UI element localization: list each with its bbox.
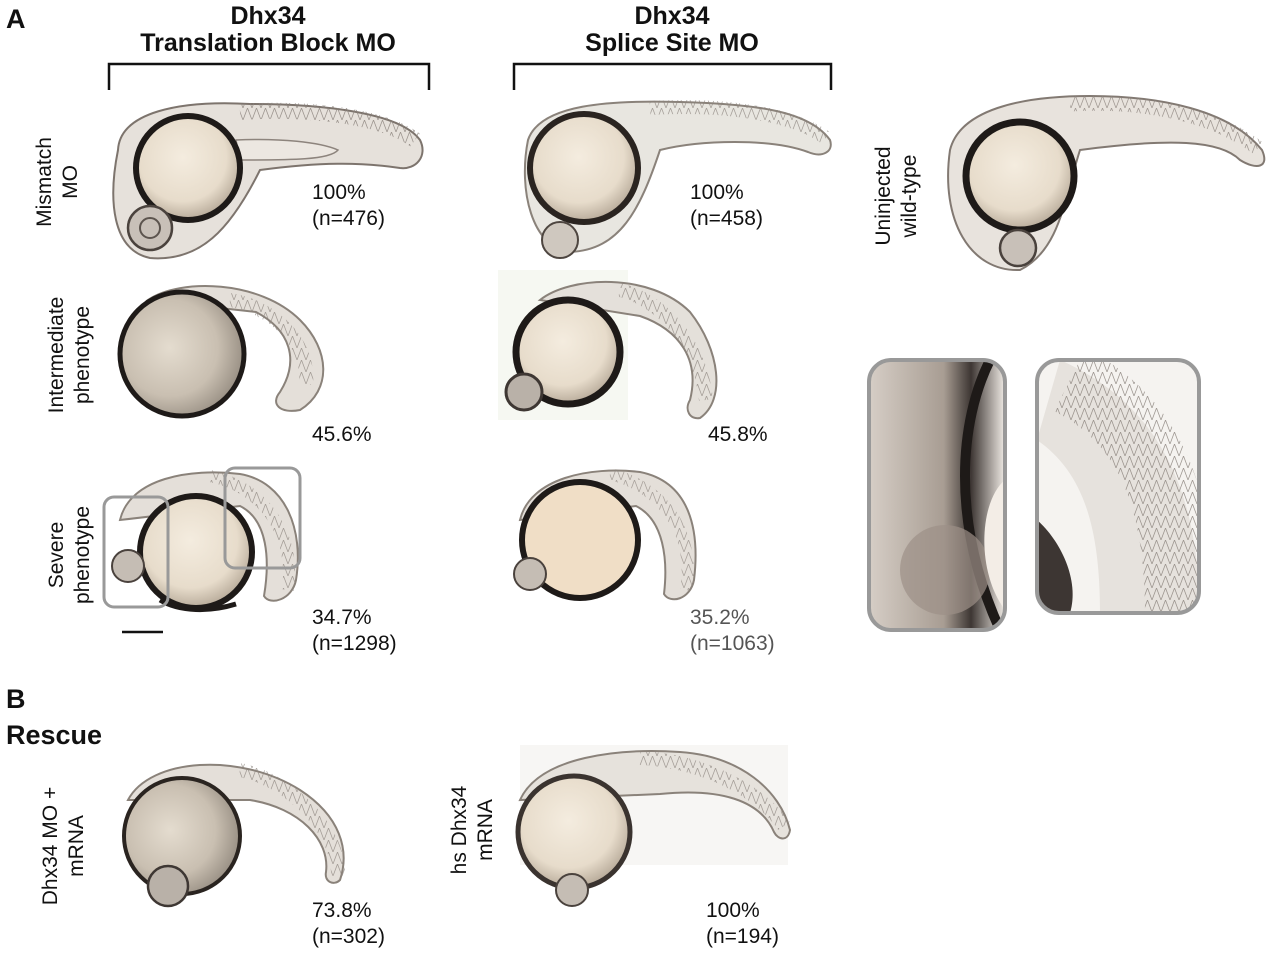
stat-percent: 34.7% xyxy=(312,606,372,629)
row-label-line2: phenotype xyxy=(71,505,94,605)
column-title-line1: Dhx34 xyxy=(230,2,306,30)
panel-label-a: A xyxy=(6,4,26,34)
panel-label-b: B xyxy=(6,684,26,714)
stat-tb-severe: 34.7% (n=1298) xyxy=(312,605,397,657)
embryo-ss-intermediate xyxy=(498,270,718,420)
inset-box-tail xyxy=(223,466,302,570)
stat-count: (n=302) xyxy=(312,925,385,948)
row-label-line1: Mismatch xyxy=(33,137,56,227)
stat-count: (n=476) xyxy=(312,207,385,230)
stat-count: (n=194) xyxy=(706,925,779,948)
stat-percent: 73.8% xyxy=(312,899,372,922)
stat-percent: 100% xyxy=(706,899,760,922)
row-label-line1: Intermediate xyxy=(45,296,68,414)
stat-percent: 100% xyxy=(690,181,744,204)
row-label-line1: Dhx34 MO + xyxy=(39,786,62,906)
row-label-line2: mRNA xyxy=(65,815,88,877)
embryo-rescue-mo xyxy=(122,763,345,908)
rescue-title: Rescue xyxy=(6,720,103,750)
stat-percent: 45.8% xyxy=(708,423,768,446)
column-title-splice-site: Dhx34 Splice Site MO xyxy=(585,3,759,57)
inset-box-head xyxy=(102,495,170,609)
stat-percent: 35.2% xyxy=(690,606,750,629)
column-title-line2: Translation Block MO xyxy=(140,29,396,57)
stat-percent: 45.6% xyxy=(312,423,372,446)
row-label-rescue-mo-mrna: Dhx34 MO + mRNA xyxy=(38,787,90,905)
row-label-line1: Severe xyxy=(45,521,68,589)
row-label-line2: MO xyxy=(59,165,82,199)
row-label-severe-phenotype: Severe phenotype xyxy=(44,506,96,604)
embryo-uninjected-wild-type xyxy=(947,94,1266,272)
embryo-tb-severe xyxy=(111,470,299,613)
stat-ss-severe: 35.2% (n=1063) xyxy=(690,605,775,657)
column-title-translation-block: Dhx34 Translation Block MO xyxy=(140,3,396,57)
stat-ss-mismatch: 100% (n=458) xyxy=(690,180,763,232)
column-title-line1: Dhx34 xyxy=(634,2,710,30)
stat-percent: 100% xyxy=(312,181,366,204)
row-label-line2: mRNA xyxy=(474,799,497,861)
embryo-ss-mismatch xyxy=(523,100,832,259)
magnified-inset-head xyxy=(867,358,1007,632)
row-label-hs-dhx34-mrna: hs Dhx34 mRNA xyxy=(447,786,499,875)
embryo-tb-intermediate xyxy=(117,285,325,419)
bracket-translation-block xyxy=(107,62,431,90)
embryo-rescue-hs xyxy=(515,745,792,907)
row-label-uninjected-wild-type: Uninjected wild-type xyxy=(871,146,923,245)
bracket-splice-site xyxy=(512,62,833,90)
stat-ss-intermediate: 45.8% xyxy=(708,422,768,448)
column-title-line2: Splice Site MO xyxy=(585,29,759,57)
stat-count: (n=1063) xyxy=(690,632,775,655)
row-label-mismatch-mo: Mismatch MO xyxy=(32,137,84,227)
row-label-intermediate-phenotype: Intermediate phenotype xyxy=(44,297,96,414)
row-label-line2: wild-type xyxy=(898,154,921,238)
row-label-line2: phenotype xyxy=(71,305,94,405)
stat-rescue-hs: 100% (n=194) xyxy=(706,898,779,950)
stat-count: (n=458) xyxy=(690,207,763,230)
row-label-line1: Uninjected xyxy=(872,146,895,246)
row-label-line1: hs Dhx34 xyxy=(448,785,471,875)
magnified-inset-tail xyxy=(1035,358,1201,615)
stat-count: (n=1298) xyxy=(312,632,397,655)
stat-tb-intermediate: 45.6% xyxy=(312,422,372,448)
stat-tb-mismatch: 100% (n=476) xyxy=(312,180,385,232)
embryo-tb-mismatch xyxy=(112,102,424,260)
stat-rescue-mo: 73.8% (n=302) xyxy=(312,898,385,950)
embryo-ss-severe xyxy=(513,468,697,601)
